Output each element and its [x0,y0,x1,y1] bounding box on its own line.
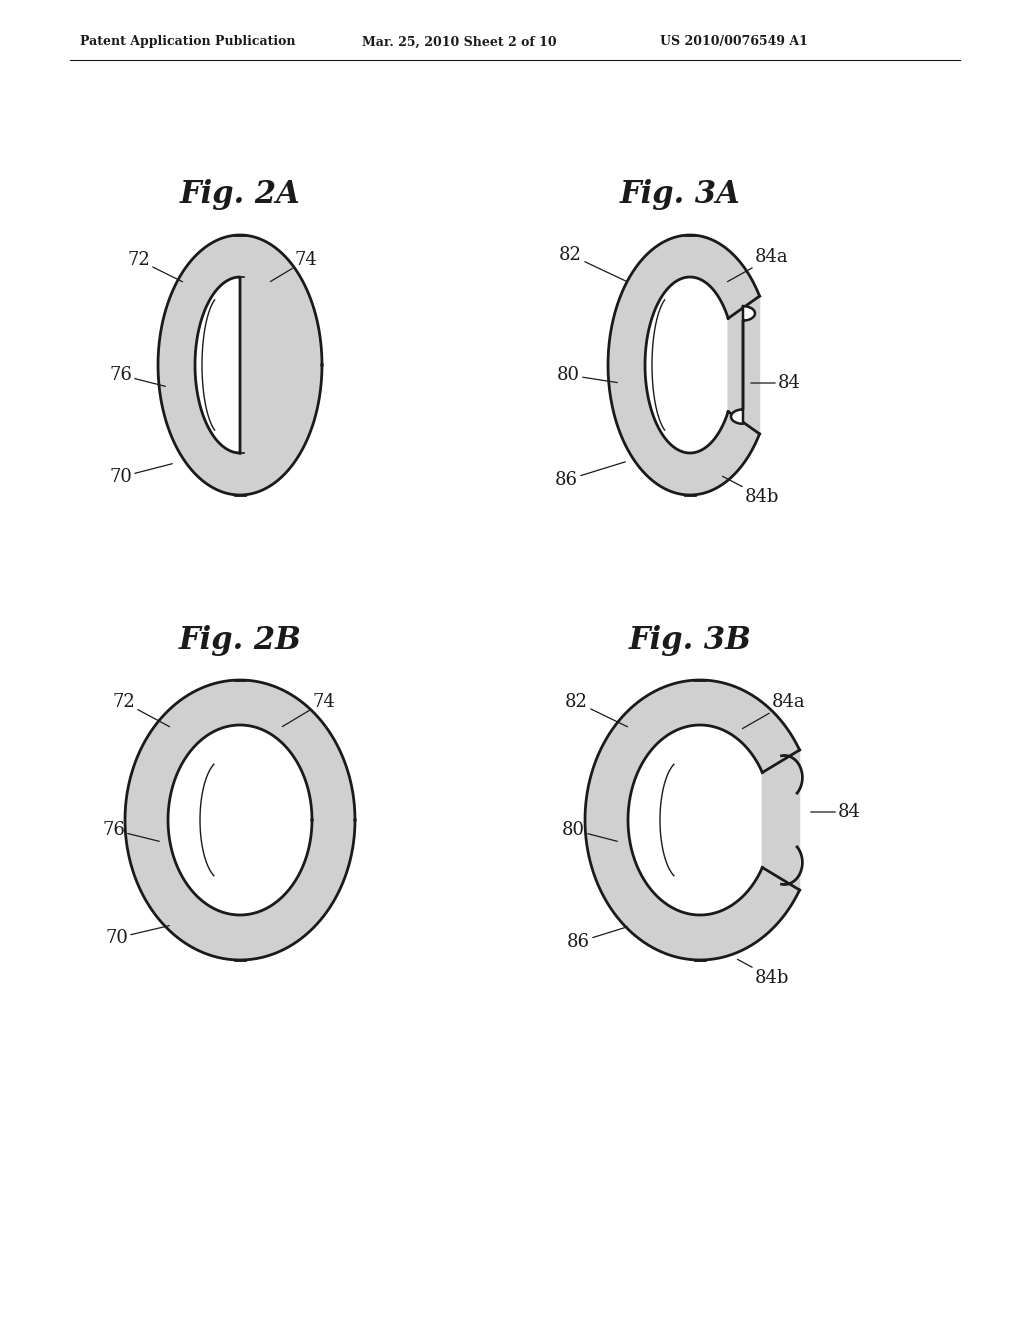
Polygon shape [195,277,240,453]
Polygon shape [585,680,800,960]
Text: 80: 80 [557,366,617,384]
Text: 70: 70 [110,463,172,486]
Polygon shape [731,306,755,424]
Text: 84a: 84a [742,693,806,729]
Text: 74: 74 [270,251,317,281]
Text: 84: 84 [751,374,801,392]
Text: 76: 76 [102,821,160,841]
Text: 74: 74 [283,693,335,726]
Text: 82: 82 [565,693,628,727]
Text: Patent Application Publication: Patent Application Publication [80,36,296,49]
Text: 84b: 84b [723,477,779,506]
Text: 84a: 84a [727,248,788,281]
Text: 72: 72 [127,251,182,281]
Text: 72: 72 [113,693,170,727]
Polygon shape [158,235,322,495]
Text: Fig. 3B: Fig. 3B [629,624,752,656]
Text: 82: 82 [559,246,628,281]
Text: Fig. 2A: Fig. 2A [179,180,300,210]
Polygon shape [168,725,312,915]
Text: Mar. 25, 2010 Sheet 2 of 10: Mar. 25, 2010 Sheet 2 of 10 [362,36,557,49]
Text: 84: 84 [811,803,861,821]
Text: 70: 70 [105,925,169,946]
Text: US 2010/0076549 A1: US 2010/0076549 A1 [660,36,808,49]
Text: 84b: 84b [737,960,790,987]
Text: Fig. 3A: Fig. 3A [620,180,740,210]
Text: 76: 76 [110,366,165,387]
Text: Fig. 2B: Fig. 2B [178,624,301,656]
Text: 86: 86 [567,927,628,950]
Polygon shape [125,680,355,960]
Text: 80: 80 [562,821,617,841]
Text: 86: 86 [555,462,626,488]
Polygon shape [608,235,760,495]
